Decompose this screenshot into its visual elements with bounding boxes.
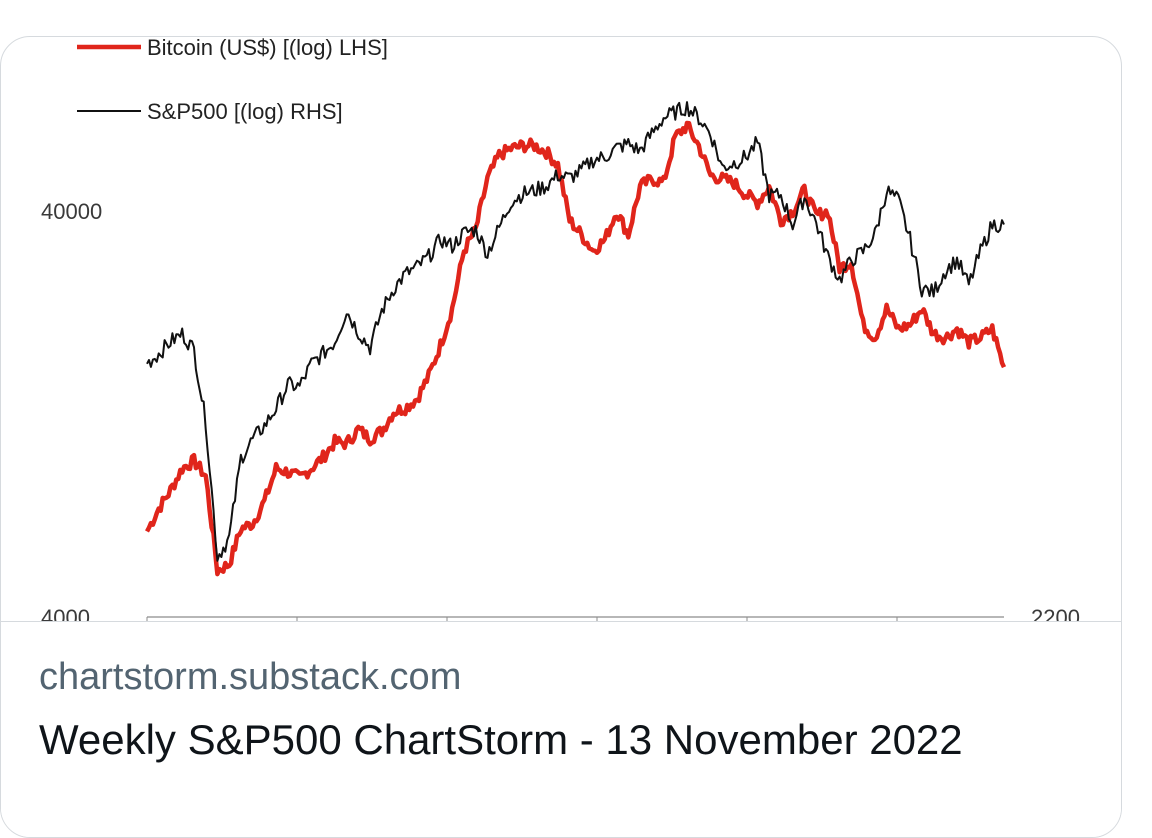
bitcoin-sp500-chart: 4000 40000 2200 Bitcoin (US$) [(log) LHS] S… <box>41 37 1080 621</box>
left-axis-tick-label: 40000 <box>41 199 102 224</box>
link-preview-text[interactable]: chartstorm.substack.com Weekly S&P500 Ch… <box>1 621 1121 837</box>
chart-image: 4000 40000 2200 Bitcoin (US$) [(log) LHS] S… <box>1 37 1121 621</box>
legend-label-bitcoin: Bitcoin (US$) [(log) LHS] <box>147 37 388 60</box>
link-title[interactable]: Weekly S&P500 ChartStorm - 13 November 2… <box>39 716 963 763</box>
left-axis-tick-label: 4000 <box>41 605 90 621</box>
right-axis-tick-label: 2200 <box>1031 605 1080 621</box>
legend-label-sp500: S&P500 [(log) RHS] <box>147 99 343 124</box>
link-domain[interactable]: chartstorm.substack.com <box>39 656 462 698</box>
bitcoin-series-line <box>145 120 1007 577</box>
link-preview-card[interactable]: 4000 40000 2200 Bitcoin (US$) [(log) LHS] S… <box>0 36 1122 838</box>
sp500-series-line <box>146 101 1005 562</box>
